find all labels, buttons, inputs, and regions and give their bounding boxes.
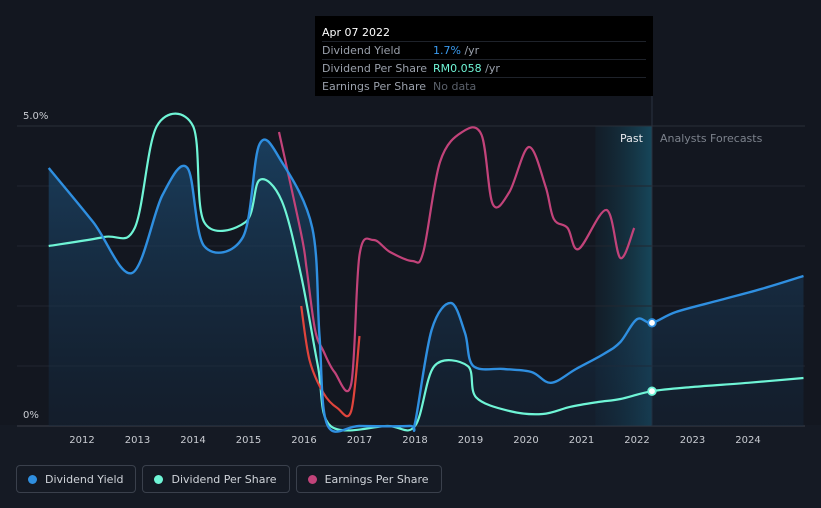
tooltip-date: Apr 07 2022 bbox=[322, 26, 391, 39]
x-tick-label: 2018 bbox=[402, 435, 427, 446]
legend-dot-icon bbox=[28, 474, 37, 484]
x-tick-label: 2014 bbox=[180, 435, 205, 446]
chart-legend: Dividend Yield Dividend Per Share Earnin… bbox=[16, 465, 442, 493]
legend-label: Dividend Per Share bbox=[171, 472, 277, 486]
tooltip-row-earnings-per-share: Earnings Per Share No data bbox=[322, 77, 646, 95]
y-tick-label-top: 5.0% bbox=[23, 111, 48, 122]
x-tick-label: 2023 bbox=[680, 435, 705, 446]
x-tick-label: 2020 bbox=[513, 435, 538, 446]
x-tick-label: 2015 bbox=[236, 435, 261, 446]
dividend-yield-area bbox=[48, 139, 804, 432]
x-tick-label: 2017 bbox=[347, 435, 372, 446]
tooltip-unit: /yr bbox=[485, 62, 500, 75]
x-tick-label: 2013 bbox=[125, 435, 150, 446]
legend-dot-icon bbox=[154, 474, 164, 484]
x-tick-label: 2022 bbox=[624, 435, 649, 446]
legend-label: Earnings Per Share bbox=[324, 472, 429, 486]
dividend-yield-current-marker bbox=[647, 318, 657, 328]
past-region-label: Past bbox=[620, 132, 644, 145]
x-tick-label: 2024 bbox=[735, 435, 760, 446]
dividend-yield-line bbox=[47, 138, 804, 433]
tooltip-value: No data bbox=[433, 80, 477, 93]
earnings-per-share-line bbox=[277, 126, 636, 393]
tooltip-unit: /yr bbox=[464, 44, 480, 57]
tooltip-label: Earnings Per Share bbox=[322, 80, 427, 93]
tooltip-row-dividend-yield: Dividend Yield 1.7% /yr bbox=[322, 41, 646, 59]
legend-item-dividend-per-share[interactable]: Dividend Per Share bbox=[142, 465, 290, 493]
x-tick-label: 2021 bbox=[569, 435, 594, 446]
forecast-region-label: Analysts Forecasts bbox=[660, 132, 763, 145]
y-tick-label-bottom: 0% bbox=[23, 410, 39, 421]
x-tick-label: 2016 bbox=[291, 435, 316, 446]
tooltip-label: Dividend Yield bbox=[322, 44, 401, 57]
x-tick-label: 2012 bbox=[69, 435, 94, 446]
hover-tooltip: Apr 07 2022 Dividend Yield 1.7% /yr Divi… bbox=[315, 16, 653, 96]
x-tick-label: 2019 bbox=[458, 435, 483, 446]
legend-label: Dividend Yield bbox=[45, 472, 124, 486]
tooltip-row-dividend-per-share: Dividend Per Share RM0.058 /yr bbox=[322, 59, 646, 77]
legend-item-dividend-yield[interactable]: Dividend Yield bbox=[16, 465, 137, 493]
tooltip-value: 1.7% bbox=[433, 44, 461, 57]
earnings-per-share-negative-line bbox=[300, 305, 361, 418]
tooltip-value: RM0.058 bbox=[433, 62, 482, 75]
dividend-per-share-current-marker bbox=[647, 386, 657, 396]
legend-item-earnings-per-share[interactable]: Earnings Per Share bbox=[295, 465, 442, 493]
legend-dot-icon bbox=[307, 474, 317, 484]
tooltip-label: Dividend Per Share bbox=[322, 62, 428, 75]
